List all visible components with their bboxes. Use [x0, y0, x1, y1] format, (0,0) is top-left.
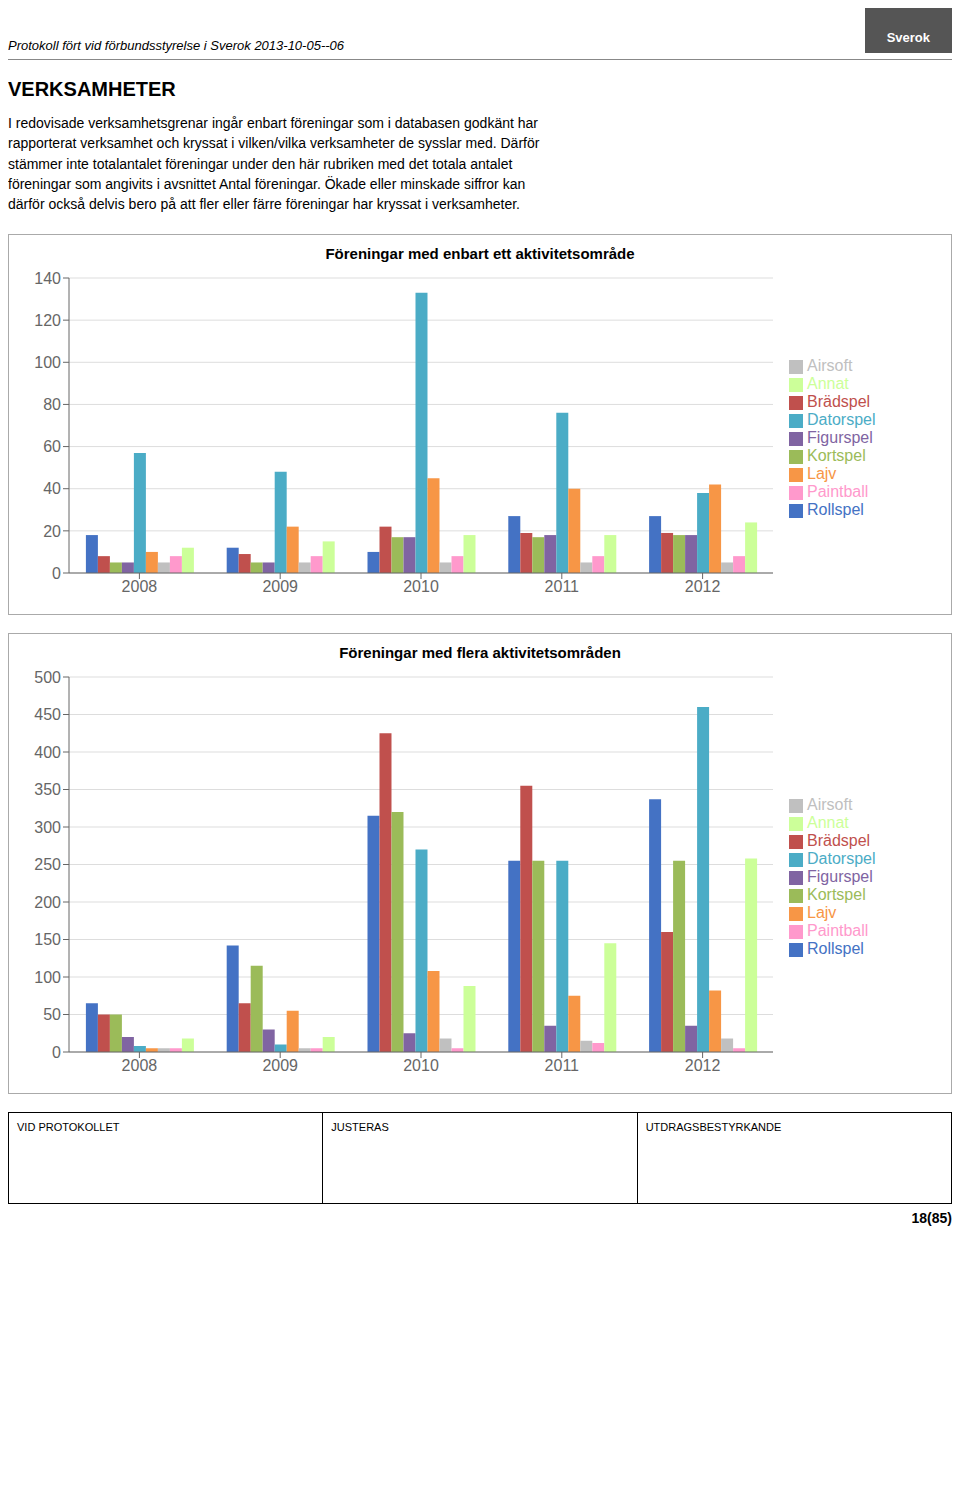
svg-text:120: 120 — [34, 312, 61, 329]
svg-text:2008: 2008 — [122, 579, 158, 596]
svg-text:2010: 2010 — [403, 579, 439, 596]
html-text:Paintball: Paintball — [807, 922, 869, 940]
html-text:UTDRAGSBESTYRKANDE: UTDRAGSBESTYRKANDE — [645, 1121, 782, 1134]
html-text:Datorspel: Datorspel — [807, 411, 876, 429]
svg-text:140: 140 — [34, 270, 61, 287]
svg-text:2009: 2009 — [262, 1058, 298, 1075]
html-text:Annat: Annat — [807, 375, 849, 393]
html-text:Figurspel: Figurspel — [807, 868, 873, 886]
html-text:VERKSAMHETER: VERKSAMHETER — [8, 78, 176, 100]
svg-text:400: 400 — [34, 744, 61, 761]
html-text:18(85): 18(85) — [911, 1210, 952, 1227]
svg-text:300: 300 — [34, 819, 61, 836]
svg-text:60: 60 — [43, 439, 61, 456]
svg-text:150: 150 — [34, 932, 61, 949]
svg-text:2012: 2012 — [685, 579, 721, 596]
svg-text:2009: 2009 — [262, 579, 298, 596]
html-text:I redovisade verksamhetsgrenar: I redovisade verksamhetsgrenar ingår enb… — [8, 115, 540, 213]
svg-text:0: 0 — [52, 1044, 61, 1061]
html-text:Annat: Annat — [807, 814, 849, 832]
svg-text:40: 40 — [43, 481, 61, 498]
svg-text:2010: 2010 — [403, 1058, 439, 1075]
svg-text:0: 0 — [52, 565, 61, 582]
svg-text:2012: 2012 — [685, 1058, 721, 1075]
html-text:Datorspel: Datorspel — [807, 850, 876, 868]
html-text:Kortspel: Kortspel — [807, 886, 866, 904]
html-text:Rollspel: Rollspel — [807, 501, 864, 519]
html-text:Lajv: Lajv — [807, 904, 837, 922]
html-text:Föreningar med enbart ett akti: Föreningar med enbart ett aktivitetsområ… — [325, 245, 635, 263]
svg-text:350: 350 — [34, 782, 61, 799]
html-text:Kortspel: Kortspel — [807, 447, 866, 465]
svg-text:50: 50 — [43, 1007, 61, 1024]
html-text:Brädspel: Brädspel — [807, 832, 871, 850]
html-text:Figurspel: Figurspel — [807, 429, 873, 447]
html-text:Protokoll fört vid förbundssty: Protokoll fört vid förbundsstyrelse i Sv… — [8, 38, 344, 53]
svg-text:450: 450 — [34, 707, 61, 724]
html-text:JUSTERAS: JUSTERAS — [331, 1121, 389, 1134]
html-text:Brädspel: Brädspel — [807, 393, 871, 411]
html-text:VID PROTOKOLLET: VID PROTOKOLLET — [17, 1121, 120, 1134]
html-text:Föreningar med flera aktivitet: Föreningar med flera aktivitetsområden — [339, 644, 621, 662]
svg-text:2008: 2008 — [122, 1058, 158, 1075]
svg-text:2011: 2011 — [545, 579, 580, 596]
svg-text:20: 20 — [43, 523, 61, 540]
html-text:Rollspel: Rollspel — [807, 940, 864, 958]
svg-text:250: 250 — [34, 857, 61, 874]
html-text:Lajv: Lajv — [807, 465, 837, 483]
svg-text:100: 100 — [34, 969, 61, 986]
html-text:Airsoft: Airsoft — [807, 357, 853, 375]
svg-text:80: 80 — [43, 397, 61, 414]
svg-text:500: 500 — [34, 669, 61, 686]
svg-text:2011: 2011 — [545, 1058, 580, 1075]
svg-text:200: 200 — [34, 894, 61, 911]
html-text:Airsoft: Airsoft — [807, 796, 853, 814]
html-text:Sverok: Sverok — [886, 30, 930, 45]
html-text:Paintball: Paintball — [807, 483, 869, 501]
svg-text:100: 100 — [34, 354, 61, 371]
